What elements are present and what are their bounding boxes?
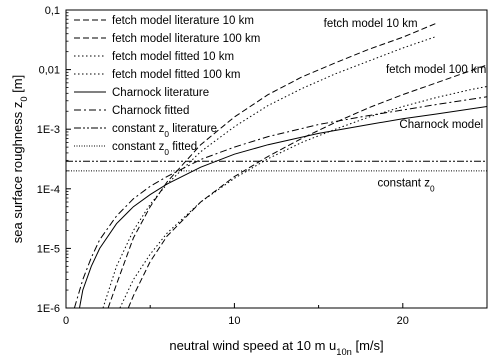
annotation-3: Charnock model bbox=[399, 119, 483, 131]
legend-label: fetch model fitted 10 km bbox=[112, 51, 234, 63]
annotation-2: fetch model 100 km bbox=[386, 64, 486, 76]
legend-label: Charnock literature bbox=[112, 87, 209, 99]
y-tick-label: 1E-4 bbox=[37, 184, 60, 196]
legend-label: fetch model literature 100 km bbox=[112, 33, 260, 45]
x-tick-label: 20 bbox=[397, 315, 409, 327]
y-tick-label: 1E-5 bbox=[37, 243, 60, 255]
annotation-layer: fetch model 10 km fetch model 100 km Charn… bbox=[324, 18, 487, 193]
legend-label: constant z0 literature bbox=[112, 123, 217, 139]
axis-layer: 0 10 20 0,1 0,01 1E-3 1E-4 1E-5 1E-6 neutral wind… bbox=[10, 5, 409, 357]
legend: fetch model literature 10 km fetch model … bbox=[74, 15, 260, 157]
y-tick-label: 0,1 bbox=[45, 5, 60, 17]
series-line-4 bbox=[119, 86, 487, 308]
x-axis-title: neutral wind speed at 10 m u10n [m/s] bbox=[169, 338, 383, 357]
series-line-2 bbox=[127, 64, 487, 308]
series-line-6 bbox=[73, 96, 487, 308]
legend-label: constant z0 fitted bbox=[112, 141, 197, 157]
y-tick-label: 1E-3 bbox=[37, 124, 60, 136]
annotation-4: constant z0 bbox=[378, 177, 435, 193]
legend-label: Charnock fitted bbox=[112, 105, 189, 117]
y-tick-label: 0,01 bbox=[39, 65, 60, 77]
y-tick-label: 1E-6 bbox=[37, 303, 60, 315]
series-layer bbox=[66, 22, 487, 308]
legend-label: fetch model literature 10 km bbox=[112, 15, 254, 27]
x-tick-label: 0 bbox=[63, 315, 69, 327]
series-line-5 bbox=[79, 106, 487, 308]
x-tick-label: 10 bbox=[228, 315, 240, 327]
annotation-1: fetch model 10 km bbox=[324, 18, 418, 30]
legend-label: fetch model fitted 100 km bbox=[112, 69, 240, 81]
y-axis-title: sea surface roughness z0 [m] bbox=[10, 75, 29, 244]
plot-frame bbox=[65, 9, 488, 309]
series-line-1 bbox=[107, 22, 437, 308]
